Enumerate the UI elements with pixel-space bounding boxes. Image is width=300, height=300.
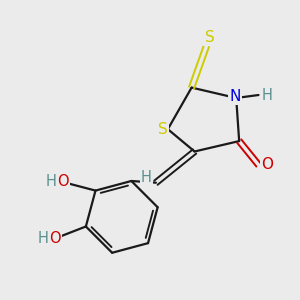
Text: H: H — [141, 170, 152, 185]
Text: O: O — [261, 158, 273, 172]
Text: H: H — [262, 88, 273, 103]
Text: O: O — [49, 231, 61, 246]
Text: H: H — [46, 174, 56, 189]
Text: O: O — [57, 174, 69, 189]
Text: S: S — [205, 30, 214, 45]
Text: S: S — [158, 122, 167, 137]
Text: N: N — [229, 89, 240, 104]
Text: H: H — [37, 231, 48, 246]
